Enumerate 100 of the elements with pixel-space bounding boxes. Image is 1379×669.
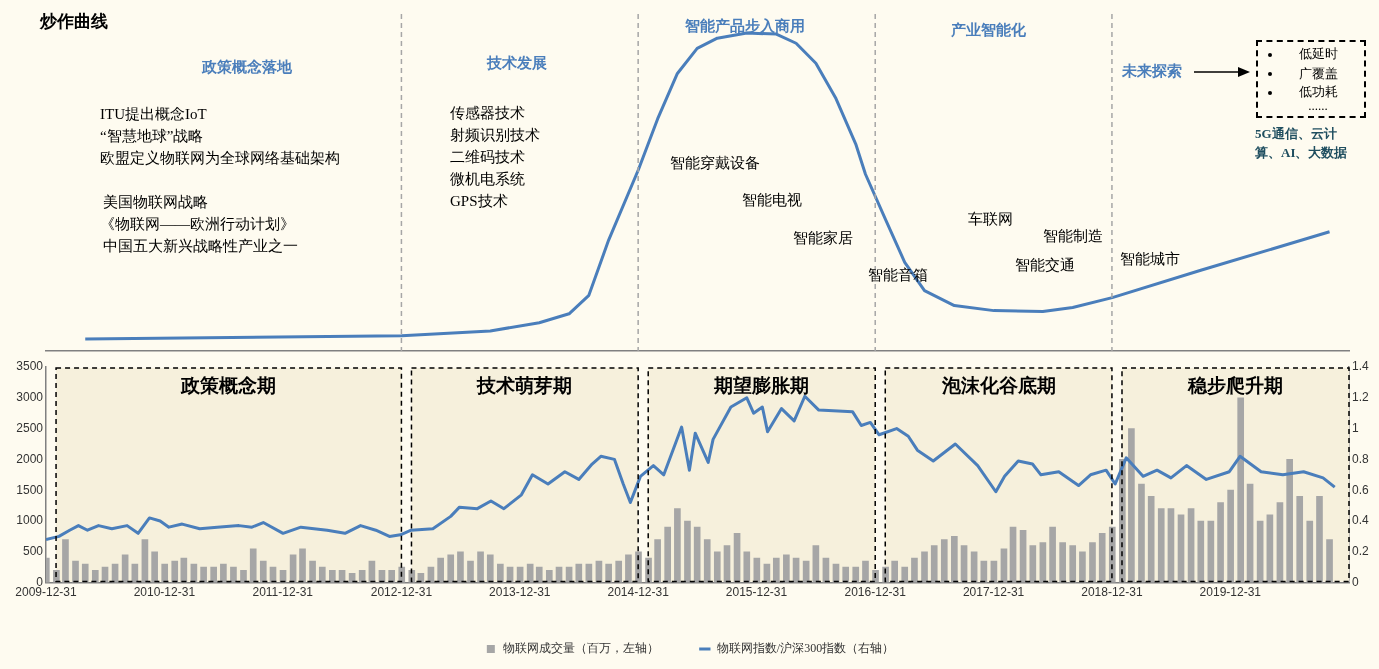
x-tick-label: 2013-12-31	[489, 585, 551, 600]
bar	[259, 560, 267, 583]
bar	[664, 526, 671, 583]
y2-tick-label: 0.6	[1352, 482, 1370, 497]
bar	[1157, 508, 1165, 583]
band-label: 期望膨胀期	[713, 374, 810, 396]
bar	[575, 563, 583, 583]
annotation: 低延时	[1298, 45, 1338, 63]
bar	[862, 560, 869, 583]
y2-tick-label: 0.2	[1352, 544, 1370, 559]
bar	[1089, 542, 1096, 583]
bar	[299, 548, 306, 583]
bar	[1237, 397, 1245, 583]
x-tick-label: 2015-12-31	[725, 585, 788, 600]
legend-label: 物联网指数/沪深300指数（右轴）	[716, 641, 895, 656]
x-tick-label: 2011-12-31	[252, 585, 314, 600]
bar	[318, 566, 326, 583]
bar	[477, 551, 484, 583]
band-label: 稳步爬升期	[1187, 374, 1283, 396]
chart-title: 炒作曲线	[40, 11, 108, 33]
annotation: 产业智能化	[950, 21, 1026, 40]
annotation: GPS技术	[450, 192, 508, 211]
bar	[1217, 502, 1224, 583]
bar	[240, 569, 247, 583]
x-tick-label: 2014-12-31	[607, 585, 670, 600]
y-tick-label: 3500	[16, 359, 44, 374]
annotation: 欧盟定义物联网为全球网络基础架构	[100, 149, 340, 168]
bar	[398, 566, 406, 583]
annotation: 车联网	[968, 210, 1013, 229]
bar	[467, 560, 474, 583]
bar	[1138, 483, 1145, 583]
bar	[91, 569, 99, 583]
bar	[772, 557, 780, 583]
bar	[200, 566, 207, 583]
annotation: 智能制造	[1043, 227, 1103, 246]
bar	[1029, 545, 1037, 583]
bar	[1316, 496, 1323, 583]
bar	[852, 566, 860, 583]
bar	[911, 557, 918, 583]
bar	[72, 560, 79, 583]
x-tick-label: 2019-12-31	[1199, 585, 1262, 600]
bar	[309, 560, 316, 583]
x-tick-label: 2017-12-31	[962, 585, 1025, 600]
bar	[1286, 459, 1293, 583]
bar	[1049, 526, 1056, 583]
bar	[901, 566, 909, 583]
bar	[545, 569, 553, 583]
legend-label: 物联网成交量（百万，左轴）	[502, 641, 659, 656]
x-tick-label: 2012-12-31	[370, 585, 433, 600]
bar	[457, 551, 464, 583]
annotation: 未来探索	[1122, 62, 1182, 81]
annotation: 政策概念落地	[202, 58, 292, 77]
y2-tick-label: 0.8	[1352, 451, 1370, 466]
y2-tick-label: 1	[1352, 420, 1359, 435]
annotation: “智慧地球”战略	[100, 127, 204, 146]
annotation: 二维码技术	[450, 148, 525, 167]
bar	[703, 539, 711, 583]
y2-tick-label: 1.4	[1352, 359, 1370, 374]
bar	[1079, 551, 1086, 583]
x-tick-label: 2010-12-31	[133, 585, 196, 600]
bar	[171, 560, 179, 583]
bar	[535, 566, 543, 583]
bar	[674, 508, 681, 583]
bar	[210, 566, 217, 583]
bar	[62, 539, 69, 583]
bar	[1306, 520, 1314, 583]
bar	[625, 554, 632, 583]
bar	[161, 563, 169, 583]
annotation: 微机电系统	[450, 170, 525, 189]
band-label: 政策概念期	[180, 374, 277, 396]
annotation: 广覆盖	[1298, 65, 1338, 83]
bar	[693, 526, 701, 583]
bar	[891, 560, 898, 583]
bar	[220, 563, 227, 583]
annotation: 智能家居	[793, 229, 853, 248]
bar	[713, 551, 721, 583]
bar	[1296, 496, 1304, 583]
bar	[684, 520, 691, 583]
bar	[1069, 545, 1077, 583]
bar	[180, 557, 188, 583]
annotation: 美国物联网战略	[103, 193, 208, 212]
bar	[1059, 542, 1066, 583]
bar	[1197, 520, 1205, 583]
annotation: 5G通信、云计算、AI、大数据	[1255, 125, 1349, 162]
bar	[615, 560, 623, 583]
band-label: 技术萌芽期	[476, 374, 573, 396]
annotation: ITU提出概念IoT	[100, 105, 207, 124]
bar	[1098, 532, 1106, 583]
bar	[1326, 539, 1333, 583]
bar	[81, 563, 89, 583]
band-label: 泡沫化谷底期	[940, 374, 1056, 396]
annotation: 射频识别技术	[450, 126, 540, 145]
annotation: ......	[1308, 98, 1328, 114]
bar	[951, 536, 958, 583]
bar	[882, 566, 889, 583]
bar	[842, 566, 850, 583]
bar	[783, 554, 790, 583]
annotation: 技术发展	[487, 54, 547, 73]
x-tick-label: 2016-12-31	[844, 585, 907, 600]
bar	[249, 548, 257, 583]
